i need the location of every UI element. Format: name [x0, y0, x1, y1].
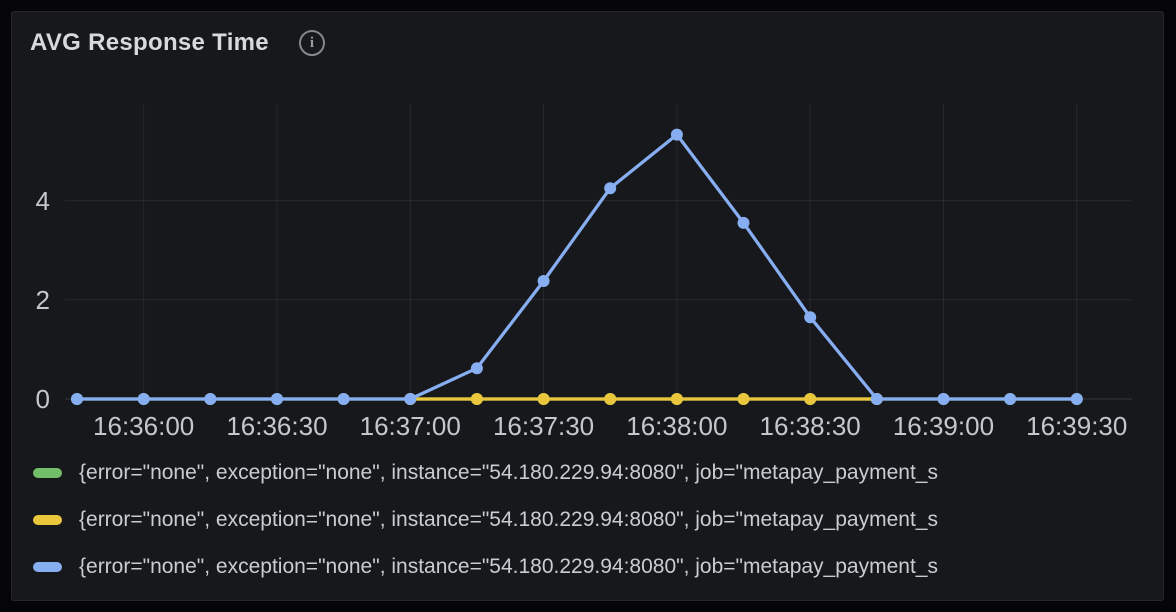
legend-swatch-icon — [33, 467, 62, 478]
series-yellow-point[interactable] — [537, 393, 550, 405]
series-blue-point[interactable] — [670, 128, 683, 141]
legend-label: {error="none", exception="none", instanc… — [79, 460, 938, 484]
series-blue-point[interactable] — [804, 311, 817, 324]
series-blue-point[interactable] — [870, 393, 883, 405]
series-yellow-point[interactable] — [470, 393, 483, 405]
series-blue-point[interactable] — [537, 275, 550, 287]
legend-label: {error="none", exception="none", instanc… — [79, 507, 938, 531]
series-blue-point[interactable] — [604, 182, 617, 195]
series-yellow-point[interactable] — [670, 393, 683, 405]
legend-item[interactable]: {error="none", exception="none", instanc… — [33, 449, 1163, 496]
panel-header: AVG Response Time i — [12, 12, 1163, 74]
legend-swatch-icon — [33, 561, 62, 572]
legend: {error="none", exception="none", instanc… — [33, 449, 1163, 590]
legend-item[interactable]: {error="none", exception="none", instanc… — [33, 543, 1163, 590]
x-tick-label: 16:39:30 — [1026, 411, 1128, 441]
series-yellow-point[interactable] — [804, 393, 817, 405]
x-tick-label: 16:37:30 — [492, 411, 595, 441]
legend-item[interactable]: {error="none", exception="none", instanc… — [33, 496, 1163, 543]
series-blue-point[interactable] — [404, 393, 417, 405]
series-blue-point[interactable] — [204, 393, 217, 405]
x-tick-label: 16:39:00 — [892, 411, 995, 441]
series-blue-point[interactable] — [271, 393, 283, 405]
x-tick-label: 16:38:00 — [626, 411, 728, 441]
panel-title: AVG Response Time — [30, 29, 269, 56]
x-tick-label: 16:38:30 — [759, 411, 861, 441]
series-yellow-point[interactable] — [737, 393, 750, 405]
y-tick-label: 4 — [35, 185, 50, 216]
x-tick-label: 16:36:00 — [93, 411, 195, 441]
x-tick-label: 16:37:00 — [359, 411, 461, 441]
y-tick-label: 0 — [35, 384, 50, 414]
legend-swatch-icon — [33, 514, 62, 525]
timeseries-chart: 0 2 4 16:36:00 16:36:30 16:37:00 16:37:30 16:3… — [12, 12, 1163, 600]
series-blue-point[interactable] — [1004, 393, 1017, 405]
series-blue-point[interactable] — [1070, 393, 1083, 405]
plot-canvas[interactable] — [65, 104, 1132, 414]
info-circle-icon[interactable]: i — [298, 30, 325, 56]
series-yellow-point[interactable] — [604, 393, 617, 405]
series-blue-point[interactable] — [71, 393, 83, 405]
grafana-panel: AVG Response Time i 0 2 4 16:36:00 16:36:30… — [11, 11, 1164, 601]
series-blue-point[interactable] — [470, 362, 483, 375]
series-blue-point[interactable] — [137, 393, 150, 405]
x-tick-label: 16:36:30 — [226, 411, 328, 441]
y-tick-label: 2 — [35, 284, 50, 315]
series-blue-point[interactable] — [737, 216, 750, 229]
series-blue-line — [75, 132, 1079, 401]
series-blue-point[interactable] — [337, 393, 350, 405]
series-blue-point[interactable] — [937, 393, 950, 405]
legend-label: {error="none", exception="none", instanc… — [79, 554, 938, 578]
